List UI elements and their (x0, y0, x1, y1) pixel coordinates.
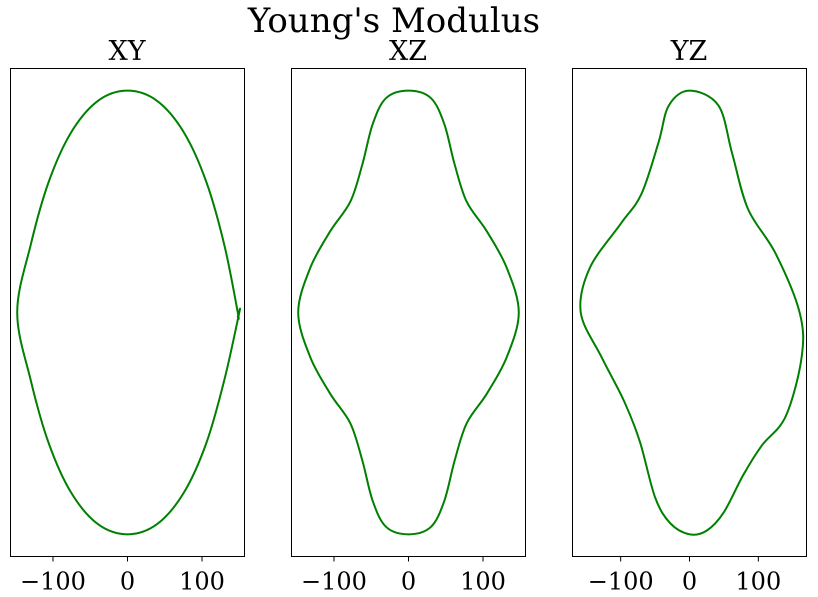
figure-title: Young's Modulus (247, 1, 540, 41)
subplot-xy: XY −100 0 100 (10, 36, 245, 596)
x-tick-label: 100 (460, 568, 506, 596)
curve-layer (16, 89, 242, 536)
curve-layer (297, 89, 520, 536)
subplot-xz: XZ −100 0 100 (291, 36, 526, 596)
subplot-title: XZ (389, 36, 427, 67)
x-tick-label: 0 (401, 568, 416, 596)
series-line (579, 89, 805, 536)
plot-frame (291, 68, 526, 557)
subplot-title: XY (108, 36, 146, 67)
x-axis: −100 0 100 (20, 556, 225, 596)
x-tick-label: 0 (120, 568, 135, 596)
series-line (297, 89, 520, 536)
plot-frame (572, 68, 807, 557)
x-tick-label: −100 (20, 568, 86, 596)
x-tick-label: 0 (682, 568, 697, 596)
x-tick-label: −100 (301, 568, 367, 596)
x-axis: −100 0 100 (588, 556, 781, 596)
series-line (16, 89, 242, 536)
x-tick-label: 100 (735, 568, 781, 596)
x-tick-label: 100 (179, 568, 225, 596)
curve-layer (579, 89, 805, 536)
subplot-title: YZ (670, 36, 708, 67)
subplot-yz: YZ −100 0 100 (572, 36, 807, 596)
x-axis: −100 0 100 (301, 556, 506, 596)
x-tick-label: −100 (588, 568, 654, 596)
plot-frame (10, 68, 245, 557)
